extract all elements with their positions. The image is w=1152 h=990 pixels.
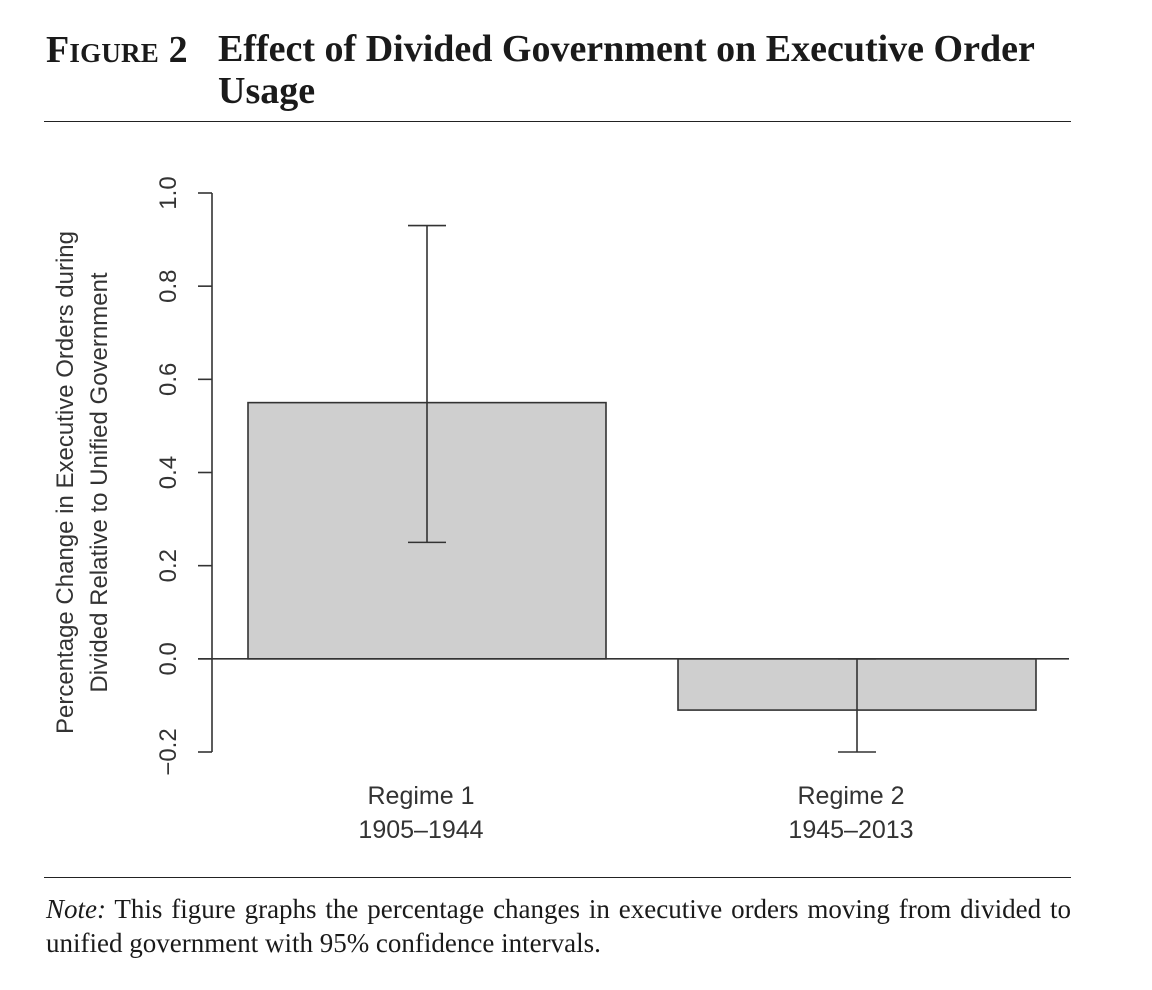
- x-category-label: Regime 2: [798, 782, 905, 810]
- note-label: Note:: [46, 894, 106, 924]
- figure-title: Effect of Divided Government on Executiv…: [218, 28, 1035, 112]
- y-tick-label: −0.2: [155, 728, 182, 775]
- y-axis-label-line: Divided Relative to Unified Government: [86, 272, 113, 693]
- bottom-rule: [44, 877, 1071, 878]
- y-tick-label: 0.8: [155, 269, 182, 302]
- y-axis-label-line: Percentage Change in Executive Orders du…: [52, 231, 79, 734]
- y-axis: −0.2 0.0 0.2 0.4 0.6 0.8 1.0: [155, 176, 213, 776]
- x-category-sublabel: 1945–2013: [788, 816, 913, 844]
- figure-label: Figure 2: [46, 29, 188, 71]
- bars: [247, 401, 1037, 711]
- x-category-sublabel: 1905–1944: [358, 816, 483, 844]
- note-text: This figure graphs the percentage change…: [46, 894, 1071, 958]
- y-tick-label: 0.0: [155, 642, 182, 675]
- y-tick-label: 0.2: [155, 549, 182, 582]
- y-axis-label: Percentage Change in Executive Orders du…: [52, 231, 113, 734]
- y-tick-label: 0.6: [155, 363, 182, 396]
- top-rule: [44, 121, 1071, 122]
- y-tick-label: 0.4: [155, 456, 182, 489]
- x-category-label: Regime 1: [368, 782, 475, 810]
- y-tick-label: 1.0: [155, 176, 182, 209]
- x-axis-labels: Regime 1 1905–1944 Regime 2 1945–2013: [358, 782, 913, 844]
- figure-note: Note: This figure graphs the percentage …: [46, 892, 1071, 960]
